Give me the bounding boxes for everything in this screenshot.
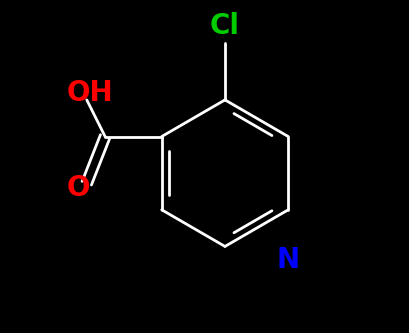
Text: O: O — [67, 174, 90, 202]
Text: Cl: Cl — [209, 12, 239, 40]
Text: N: N — [276, 246, 299, 274]
Text: OH: OH — [67, 79, 113, 107]
